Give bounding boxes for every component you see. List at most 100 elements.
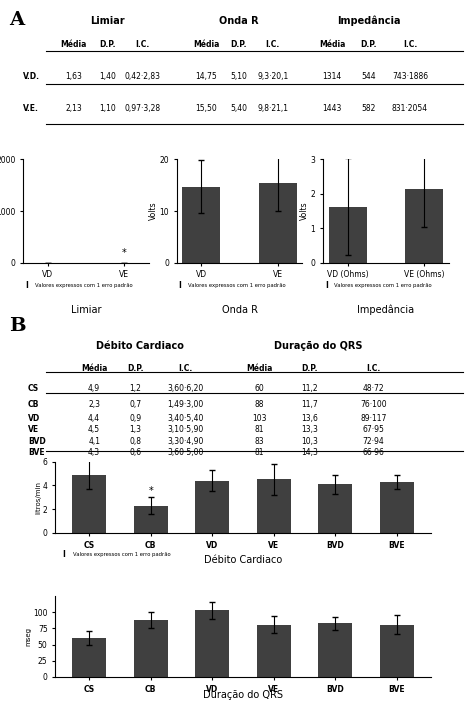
Text: 0,97·3,28: 0,97·3,28 (124, 104, 160, 113)
Text: 582: 582 (362, 104, 376, 113)
Text: 103: 103 (252, 413, 266, 423)
Text: I: I (25, 281, 28, 290)
Text: Média: Média (81, 365, 107, 373)
Text: BVD: BVD (28, 437, 45, 445)
Text: 4,3: 4,3 (88, 448, 100, 457)
Text: VE: VE (28, 425, 39, 434)
Text: *: * (122, 248, 126, 258)
Text: 4,1: 4,1 (88, 437, 100, 445)
Text: Débito Cardiaco: Débito Cardiaco (96, 341, 184, 351)
Text: 3,60·5,00: 3,60·5,00 (168, 448, 204, 457)
Text: 66·96: 66·96 (362, 448, 384, 457)
Text: 2,13: 2,13 (65, 104, 82, 113)
Text: Impedância: Impedância (337, 16, 401, 26)
Text: Valores expressos com 1 erro padrão: Valores expressos com 1 erro padrão (334, 282, 432, 287)
Text: Débito Cardiaco: Débito Cardiaco (204, 556, 282, 566)
Text: CS: CS (28, 384, 39, 393)
Text: I.C.: I.C. (366, 365, 380, 373)
Text: 3,60·6,20: 3,60·6,20 (168, 384, 204, 393)
Text: Duração do QRS: Duração do QRS (274, 341, 363, 351)
Text: Valores expressos com 1 erro padrão: Valores expressos com 1 erro padrão (188, 282, 286, 287)
Text: 14,3: 14,3 (301, 448, 318, 457)
Text: 1,63: 1,63 (65, 72, 82, 82)
Text: 81: 81 (254, 425, 264, 434)
Text: 3,10·5,90: 3,10·5,90 (168, 425, 204, 434)
Text: 1,49·3,00: 1,49·3,00 (168, 400, 204, 409)
Text: D.P.: D.P. (301, 365, 318, 373)
Text: D.P.: D.P. (361, 40, 377, 49)
Text: 11,7: 11,7 (301, 400, 318, 409)
Text: 5,40: 5,40 (230, 104, 247, 113)
Text: Média: Média (246, 365, 272, 373)
Text: I: I (178, 281, 181, 290)
Text: 13,3: 13,3 (301, 425, 318, 434)
Text: CB: CB (28, 400, 39, 409)
Text: 81: 81 (254, 448, 264, 457)
Text: Valores expressos com 1 erro padrão: Valores expressos com 1 erro padrão (34, 282, 132, 287)
Text: *: * (148, 485, 153, 495)
Text: 83: 83 (254, 437, 264, 445)
Y-axis label: litros/min: litros/min (35, 480, 42, 513)
Text: D.P.: D.P. (127, 365, 143, 373)
Text: Onda R: Onda R (219, 16, 258, 26)
Bar (380, 482, 413, 533)
Y-axis label: Volts: Volts (300, 202, 309, 220)
Text: 76·100: 76·100 (360, 400, 387, 409)
Text: 15,50: 15,50 (195, 104, 217, 113)
Text: I: I (325, 281, 328, 290)
Text: 1,3: 1,3 (129, 425, 141, 434)
Bar (257, 479, 291, 533)
Text: 72·94: 72·94 (362, 437, 384, 445)
Text: BVE: BVE (28, 448, 44, 457)
Text: 0,6: 0,6 (129, 448, 142, 457)
Text: 9,8·21,1: 9,8·21,1 (257, 104, 288, 113)
Text: Média: Média (60, 40, 87, 49)
Text: Valores expressos com 1 erro padrão: Valores expressos com 1 erro padrão (73, 552, 171, 557)
Bar (318, 623, 352, 677)
Bar (259, 182, 297, 262)
Text: 14,75: 14,75 (195, 72, 217, 82)
Text: 0,8: 0,8 (129, 437, 141, 445)
Text: 9,3·20,1: 9,3·20,1 (257, 72, 288, 82)
Bar (405, 189, 443, 262)
Text: I: I (62, 550, 65, 558)
Bar (134, 620, 168, 677)
Text: B: B (9, 317, 26, 335)
Text: 3,40·5,40: 3,40·5,40 (168, 413, 204, 423)
Bar (329, 207, 367, 262)
Text: 4,9: 4,9 (88, 384, 100, 393)
Text: 48·72: 48·72 (362, 384, 384, 393)
Y-axis label: mseg: mseg (25, 627, 32, 646)
Bar (134, 506, 168, 533)
Text: 0,7: 0,7 (129, 400, 142, 409)
Text: 0,9: 0,9 (129, 413, 142, 423)
Text: 5,10: 5,10 (230, 72, 247, 82)
Text: 88: 88 (254, 400, 264, 409)
Bar (318, 484, 352, 533)
Bar (195, 611, 229, 677)
Text: 1,2: 1,2 (129, 384, 141, 393)
Text: 1,10: 1,10 (100, 104, 116, 113)
Text: VD: VD (28, 413, 40, 423)
Bar (72, 475, 106, 533)
Text: 544: 544 (362, 72, 376, 82)
Text: 743·1886: 743·1886 (392, 72, 428, 82)
Text: Duração do QRS: Duração do QRS (203, 690, 283, 700)
Text: 11,2: 11,2 (301, 384, 318, 393)
Text: 0,42·2,83: 0,42·2,83 (124, 72, 160, 82)
Text: 3,30·4,90: 3,30·4,90 (168, 437, 204, 445)
Text: 2,3: 2,3 (88, 400, 100, 409)
Text: D.P.: D.P. (100, 40, 116, 49)
Text: 60: 60 (254, 384, 264, 393)
Text: V.D.: V.D. (23, 72, 40, 82)
Text: 4,5: 4,5 (88, 425, 100, 434)
Y-axis label: Volts: Volts (149, 202, 158, 220)
Text: 67·95: 67·95 (362, 425, 384, 434)
Text: Média: Média (319, 40, 346, 49)
Text: D.P.: D.P. (230, 40, 246, 49)
Text: I.C.: I.C. (135, 40, 149, 49)
Text: I.C.: I.C. (266, 40, 280, 49)
Text: 1,40: 1,40 (100, 72, 116, 82)
Text: 89·117: 89·117 (360, 413, 387, 423)
Text: V.E.: V.E. (23, 104, 39, 113)
